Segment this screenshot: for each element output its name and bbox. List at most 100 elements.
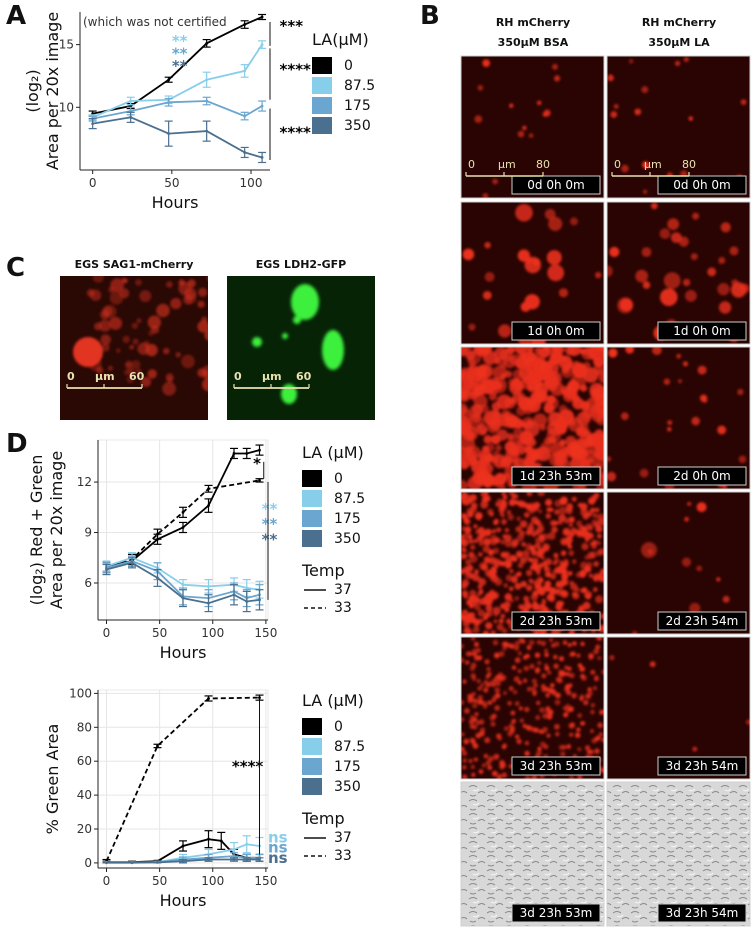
- legend-label: 350: [344, 118, 371, 134]
- data-point: [156, 532, 159, 536]
- significance-label: **: [262, 500, 278, 518]
- data-point: [243, 151, 247, 154]
- panel-b-col-head-1: RH mCherry 350µM BSA: [496, 16, 570, 49]
- legend-swatch: [312, 57, 332, 74]
- y-axis-title-line-2: Area per 20x image: [43, 12, 62, 170]
- significance-label: ****: [280, 61, 312, 79]
- y-axis-title-line-1: (log₂) Red + Green: [27, 455, 46, 606]
- data-point: [207, 487, 210, 491]
- legend-swatch: [302, 758, 322, 775]
- x-tick-label: 100: [201, 626, 224, 640]
- series-line-175-37: [106, 560, 260, 600]
- timestamp-box: [657, 175, 747, 195]
- legend-swatch: [302, 718, 322, 735]
- tile-border: [460, 201, 605, 345]
- x-tick-label: 100: [201, 874, 224, 888]
- data-point: [205, 78, 209, 82]
- brightfield-image: [461, 782, 604, 926]
- legend-swatch: [312, 97, 332, 114]
- panel-letter-c: C: [6, 253, 25, 283]
- y-tick-label: 6: [84, 576, 92, 590]
- panel-a-note: (which was not certified: [83, 15, 227, 29]
- series-line-87.5-37: [106, 556, 260, 591]
- timestamp-label: 2d 23h 54m: [666, 614, 739, 628]
- series-line-350-37: [106, 858, 260, 864]
- significance-label: ns: [268, 849, 288, 867]
- scale-label-start: 0: [67, 370, 75, 383]
- data-point: [243, 69, 247, 73]
- data-point: [156, 861, 159, 864]
- scale-label-start: 0: [234, 370, 242, 383]
- tile-border: [606, 491, 751, 635]
- ldh2-gfp-image: 0 µm 60: [227, 276, 375, 420]
- data-point: [232, 847, 236, 851]
- scale-label-unit: µm: [95, 370, 115, 383]
- data-point: [207, 504, 210, 508]
- significance-label: *: [253, 455, 261, 473]
- tile-border: [460, 491, 605, 635]
- col-head-1-line-2: 350µM BSA: [498, 36, 569, 49]
- y-tick-label: 10: [59, 100, 74, 114]
- legend-label: 175: [334, 759, 361, 775]
- y-tick-label: 80: [77, 720, 92, 734]
- legend-label: 350: [334, 531, 361, 547]
- data-point: [91, 122, 95, 126]
- data-point: [105, 568, 108, 571]
- data-point: [167, 100, 171, 104]
- series-line-350-37: [106, 561, 260, 605]
- x-tick-label: 0: [103, 626, 111, 640]
- scale-label-start: 0: [468, 158, 475, 171]
- tile-r3-c2: 2d 0h 0m: [606, 346, 751, 490]
- data-point: [129, 115, 133, 119]
- panel-c-head-2: EGS LDH2-GFP: [256, 258, 346, 271]
- y-tick-label: 12: [77, 475, 92, 489]
- y-tick-label: 100: [69, 686, 92, 700]
- chart-d-bottom: 0 50 100 150 0 20 40 60 80 100 Hours % Green Area **…: [43, 686, 365, 910]
- y-tick-label: 20: [77, 822, 92, 836]
- x-axis-title: Hours: [160, 891, 207, 910]
- data-point: [245, 842, 249, 846]
- timestamp-box: [511, 756, 601, 776]
- x-axis-title: Hours: [152, 193, 199, 212]
- timestamp-box: [657, 321, 747, 341]
- legend-temp-title: Temp: [301, 561, 345, 580]
- timestamp-box: [511, 611, 601, 631]
- data-point: [260, 156, 264, 159]
- data-point: [207, 837, 210, 841]
- tile-border: [460, 55, 605, 199]
- legend-label: 0: [334, 719, 343, 735]
- tile-border: [606, 636, 751, 780]
- data-point: [207, 697, 210, 700]
- tile-r1-c2: 0d 0h 0m 0 µm 80: [606, 55, 751, 199]
- scale-label-unit: µm: [262, 370, 282, 383]
- scale-label-end: 60: [296, 370, 312, 383]
- fluorescence-background: [607, 637, 750, 779]
- data-point: [181, 859, 185, 863]
- scale-label-end: 60: [129, 370, 145, 383]
- tile-border: [606, 55, 751, 199]
- timestamp-label: 3d 23h 54m: [666, 906, 739, 920]
- x-tick-label: 0: [103, 874, 111, 888]
- data-point: [156, 744, 159, 748]
- legend-label: 87.5: [334, 739, 365, 755]
- col-head-1-line-1: RH mCherry: [496, 16, 570, 29]
- brightfield-image: [607, 782, 750, 926]
- tile-r5-c1: 3d 23h 53m: [460, 636, 605, 780]
- parasite-signal: [607, 202, 750, 342]
- significance-label: ****: [232, 757, 264, 775]
- data-point: [232, 452, 236, 455]
- panel-c-images: 0 µm 60 0 µm 60: [60, 276, 375, 420]
- tile-border: [606, 781, 751, 927]
- data-point: [156, 576, 159, 580]
- data-point: [181, 583, 185, 587]
- tile-border: [460, 346, 605, 490]
- legend-title: LA (µM): [302, 443, 364, 462]
- x-axis-title: Hours: [160, 643, 207, 662]
- legend-temp-label: 33: [334, 600, 352, 616]
- data-point: [130, 561, 134, 565]
- data-point: [105, 861, 108, 865]
- panel-letter-a: A: [6, 1, 26, 31]
- timestamp-box: [511, 175, 601, 195]
- data-point: [219, 839, 223, 843]
